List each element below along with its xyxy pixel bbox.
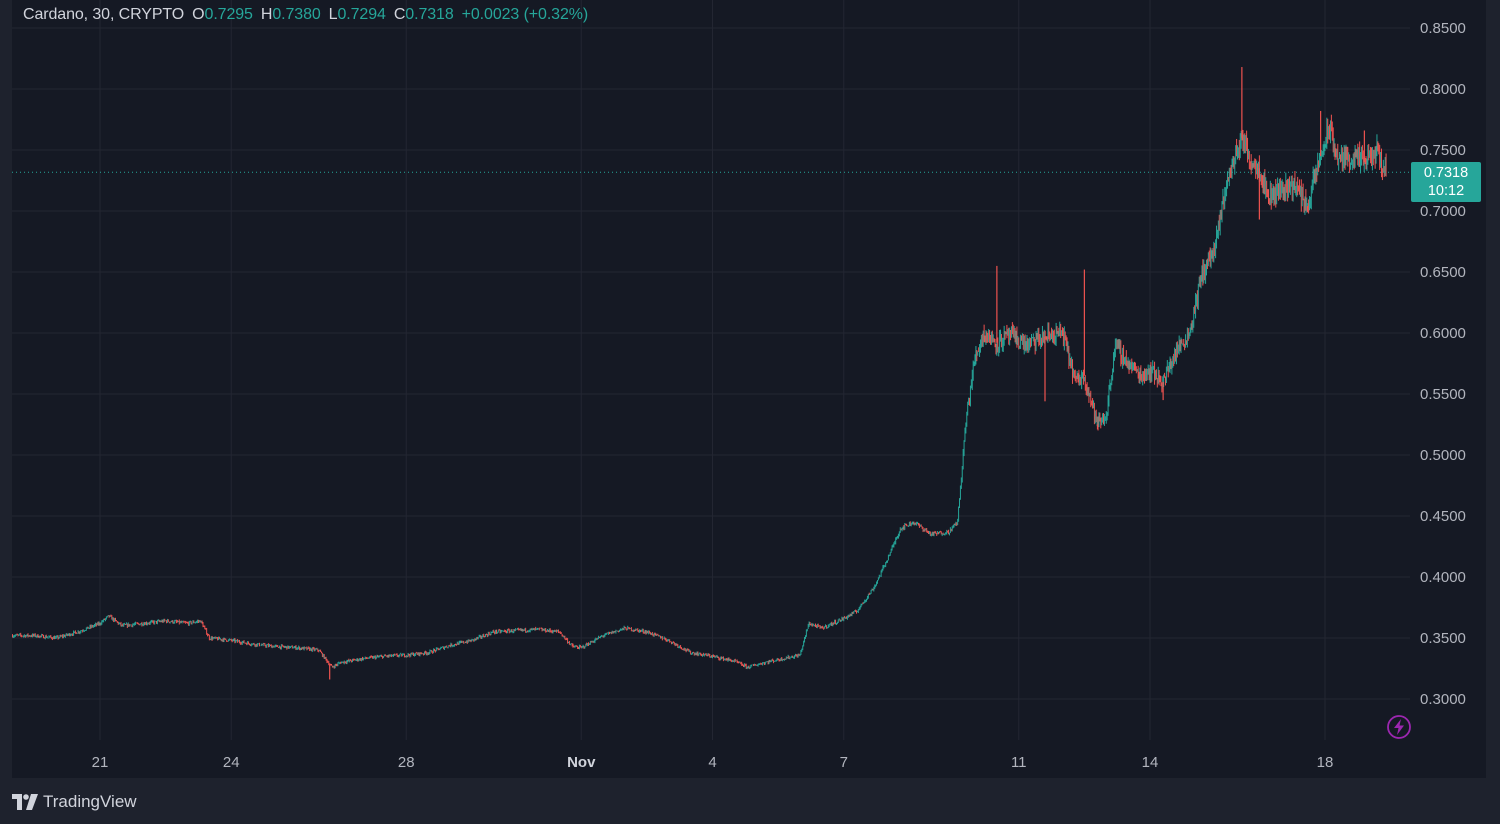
- y-tick-label: 0.3000: [1420, 691, 1466, 708]
- low-value: 0.7294: [337, 6, 386, 23]
- x-tick-label: 11: [1011, 754, 1027, 771]
- high-label: H: [260, 6, 273, 23]
- x-tick-label: 7: [840, 754, 848, 771]
- x-tick-label: 21: [92, 754, 109, 771]
- y-tick-label: 0.4000: [1420, 569, 1466, 586]
- price-chart[interactable]: 0.3000 0.3500 0.4000 0.4500 0.5000 0.5500 0.60…: [12, 0, 1486, 778]
- y-tick-label: 0.8500: [1420, 20, 1466, 37]
- change-value: +0.0023 (+0.32%): [461, 6, 589, 23]
- last-price-tag: 0.7318 10:12: [1411, 162, 1481, 202]
- symbol-label: Cardano, 30, CRYPTO: [23, 6, 185, 23]
- y-tick-label: 0.5500: [1420, 386, 1466, 403]
- bar-countdown: 10:12: [1427, 183, 1465, 199]
- candles: [12, 114, 1387, 670]
- x-tick-label: 28: [398, 754, 415, 771]
- x-tick-label: 14: [1142, 754, 1159, 771]
- y-tick-label: 0.6000: [1420, 325, 1466, 342]
- x-tick-label: Nov: [567, 754, 596, 771]
- x-tick-label: 4: [708, 754, 716, 771]
- close-label: C: [393, 6, 406, 23]
- high-value: 0.7380: [272, 6, 321, 23]
- y-tick-label: 0.4500: [1420, 508, 1466, 525]
- brand-name: TradingView: [43, 792, 137, 811]
- x-tick-label: 24: [223, 754, 240, 771]
- x-tick-label: 18: [1317, 754, 1334, 771]
- close-value: 0.7318: [405, 6, 454, 23]
- y-tick-label: 0.3500: [1420, 630, 1466, 647]
- y-tick-label: 0.7500: [1420, 142, 1466, 159]
- chart-panel[interactable]: 0.3000 0.3500 0.4000 0.4500 0.5000 0.5500 0.60…: [12, 0, 1486, 778]
- last-price-value: 0.7318: [1423, 165, 1469, 181]
- y-tick-label: 0.5000: [1420, 447, 1466, 464]
- low-label: L: [328, 6, 338, 23]
- ohlc-legend: Cardano, 30, CRYPTO O0.7295 H0.7380 L0.7294…: [23, 6, 588, 24]
- tradingview-logo-icon: [12, 794, 38, 810]
- y-tick-label: 0.7000: [1420, 203, 1466, 220]
- y-tick-label: 0.6500: [1420, 264, 1466, 281]
- footer[interactable]: TradingView: [12, 788, 137, 816]
- open-label: O: [192, 6, 205, 23]
- y-tick-label: 0.8000: [1420, 81, 1466, 98]
- lightning-icon[interactable]: [1386, 714, 1412, 740]
- open-value: 0.7295: [204, 6, 253, 23]
